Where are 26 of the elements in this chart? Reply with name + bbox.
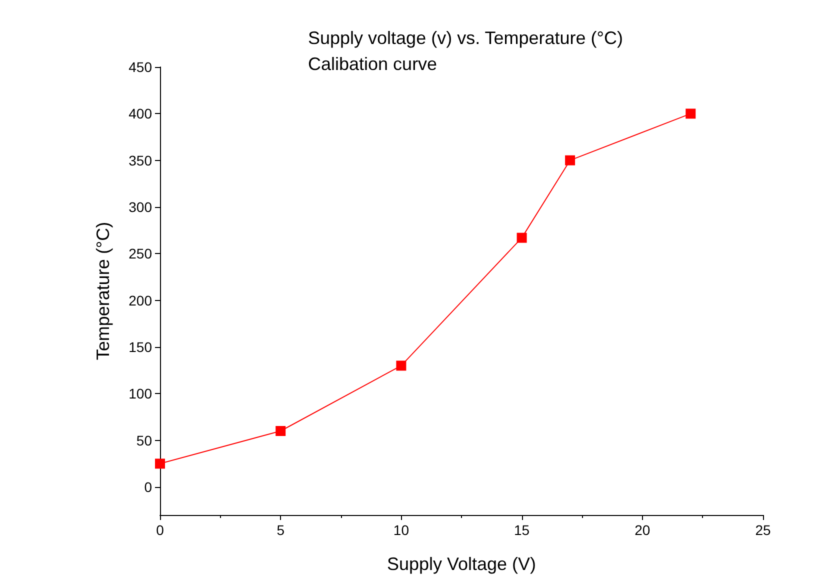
point — [396, 360, 406, 371]
y-tick-label: 400 — [128, 106, 152, 122]
y-tick-label: 0 — [144, 479, 152, 495]
y-axis-title: Temperature (°C) — [93, 222, 113, 360]
chart-subtitle: Calibation curve — [308, 54, 438, 74]
point — [155, 458, 165, 469]
point — [516, 232, 527, 243]
x-tick-label: 15 — [514, 522, 530, 538]
y-tick-label: 450 — [128, 59, 152, 75]
y-tick-label: 300 — [128, 199, 152, 215]
x-axis-title: Supply Voltage (V) — [386, 554, 536, 574]
x-tick-label: 5 — [276, 522, 285, 538]
y-tick-label: 100 — [128, 386, 152, 402]
point — [686, 108, 696, 119]
x-tick-label: 25 — [755, 522, 771, 538]
x-tick-label: 20 — [634, 522, 650, 538]
chart-title: Supply voltage (v) vs. Temperature (°C) — [308, 28, 623, 48]
point — [276, 426, 286, 436]
x-tick-label: 10 — [393, 522, 410, 538]
point — [565, 155, 576, 166]
y-tick-label: 150 — [128, 339, 152, 355]
x-tick-label: 0 — [156, 522, 164, 538]
y-tick-label: 50 — [136, 432, 152, 448]
y-tick-label: 200 — [128, 292, 152, 308]
y-tick-label: 350 — [128, 152, 152, 168]
y-tick-label: 250 — [128, 246, 152, 262]
